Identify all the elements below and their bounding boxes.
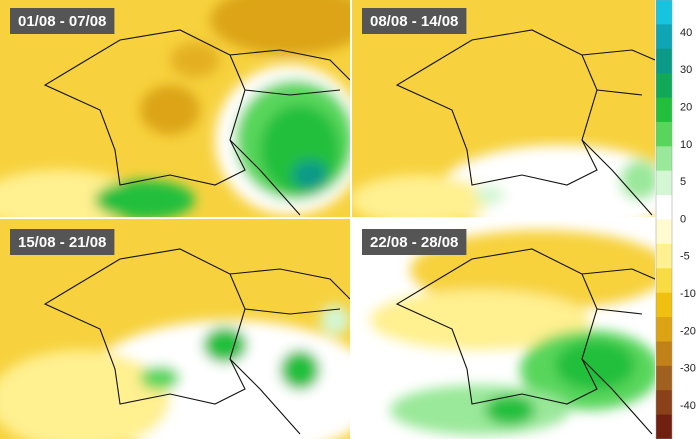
panel-title: 22/08 - 28/08 xyxy=(370,234,458,251)
legend-tick-label: -5 xyxy=(680,251,690,263)
map-panel xyxy=(0,219,350,439)
legend-band xyxy=(656,219,672,245)
color-legend: 40 30 20 10 5 0 -5 -10 -20 -30 -40 xyxy=(655,0,696,439)
legend-band xyxy=(656,121,672,147)
panel-title-box xyxy=(10,229,115,255)
legend-tick-label: 20 xyxy=(680,102,692,114)
legend-tick-label: 5 xyxy=(680,176,686,188)
legend-band xyxy=(656,317,672,342)
legend-tick-label: 40 xyxy=(680,27,692,39)
legend-band xyxy=(656,390,672,416)
panel-title: 08/08 - 14/08 xyxy=(370,13,458,30)
legend-tick-label: 0 xyxy=(680,213,686,225)
legend-tick-label: -10 xyxy=(680,288,696,300)
map-panel xyxy=(352,219,655,439)
panel-title: 15/08 - 21/08 xyxy=(18,234,106,251)
legend-tick-label: 10 xyxy=(680,139,692,151)
panel-title-box xyxy=(10,8,115,34)
legend-band xyxy=(656,195,672,220)
legend-band xyxy=(656,243,672,269)
legend-band xyxy=(656,414,672,439)
legend-band xyxy=(656,24,672,50)
panel-title: 01/08 - 07/08 xyxy=(18,13,106,30)
legend-band xyxy=(656,0,672,25)
legend-band xyxy=(656,73,672,99)
legend-band xyxy=(656,365,672,391)
legend-band xyxy=(656,268,672,294)
legend-frame xyxy=(655,0,673,439)
legend-band xyxy=(656,170,672,196)
legend-band xyxy=(656,48,672,74)
map-panel xyxy=(352,0,655,217)
legend-band xyxy=(656,341,672,367)
legend-tick-label: 30 xyxy=(680,64,692,76)
legend-tick-label: -30 xyxy=(680,363,696,375)
legend-band xyxy=(656,292,672,318)
legend-band xyxy=(656,146,672,172)
divider xyxy=(0,217,655,219)
map-panel xyxy=(0,0,350,217)
legend-band xyxy=(656,97,672,123)
divider xyxy=(350,0,352,439)
legend-tick-label: -20 xyxy=(680,325,696,337)
legend-tick-label: -40 xyxy=(680,400,696,412)
panel-title-box xyxy=(362,229,467,255)
panel-title-box xyxy=(362,8,467,34)
